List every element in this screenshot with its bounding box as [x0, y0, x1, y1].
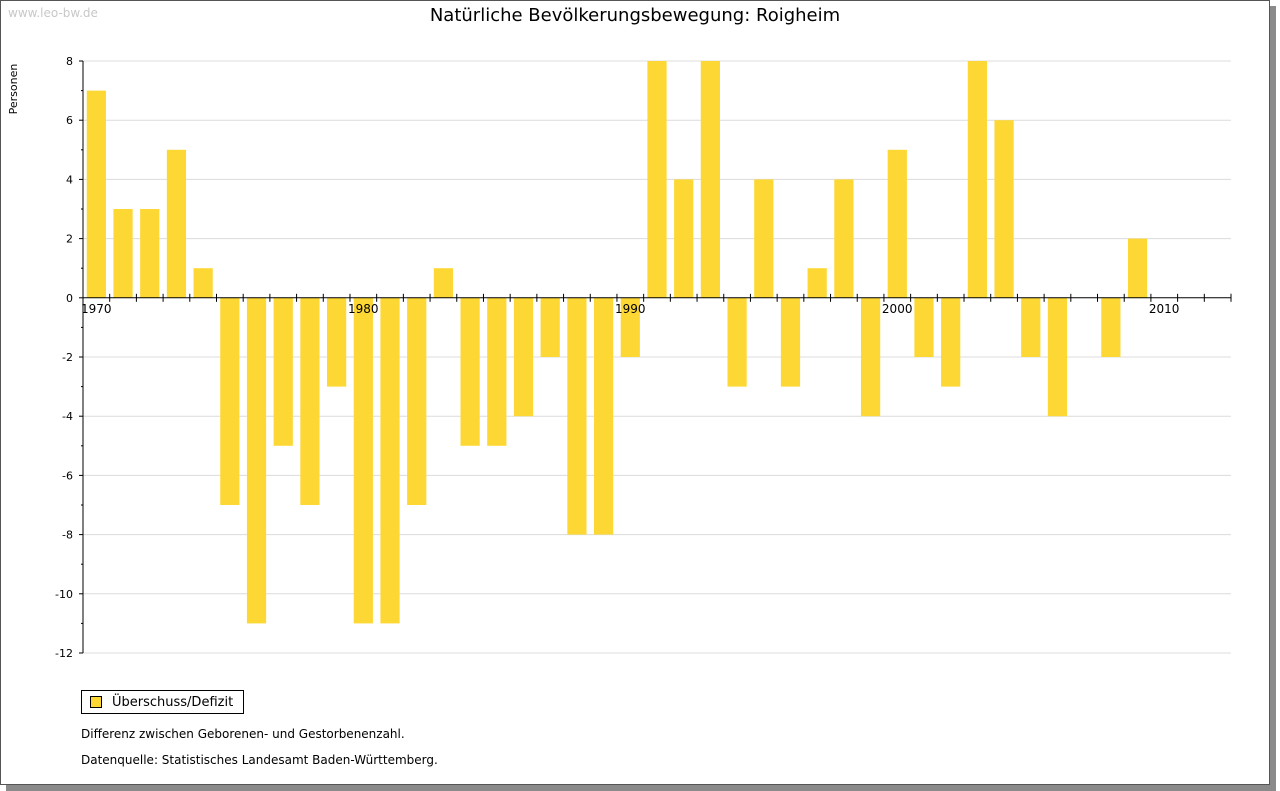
bar-2001 — [914, 297, 934, 357]
bar-1983 — [433, 268, 454, 298]
y-axis-label: Personen — [7, 64, 20, 115]
bar-1986 — [513, 297, 534, 417]
legend-swatch — [90, 696, 102, 708]
chart-title: Natürliche Bevölkerungsbewegung: Roighei… — [429, 5, 841, 26]
bar-1977 — [273, 297, 293, 446]
bar-1992 — [674, 179, 694, 298]
bar-1999 — [860, 297, 881, 417]
bar-1975 — [220, 297, 240, 505]
bar-1973 — [166, 149, 187, 298]
bar-1972 — [140, 209, 160, 298]
watermark: www.leo-bw.de — [8, 6, 98, 20]
bar-1996 — [780, 297, 801, 387]
y-tick-label: 0 — [66, 292, 73, 305]
axes — [79, 60, 1232, 654]
bar-1989 — [593, 297, 614, 535]
bar-1984 — [460, 297, 480, 446]
y-tick-label: -10 — [55, 588, 73, 601]
grid-lines — [83, 60, 1231, 654]
bar-2003 — [967, 61, 987, 298]
bar-1987 — [540, 297, 560, 357]
bar-1998 — [834, 179, 854, 298]
bar-1976 — [246, 297, 267, 624]
bar-2005 — [1021, 297, 1041, 357]
bar-2006 — [1047, 297, 1068, 417]
y-tick-label: -4 — [62, 410, 73, 423]
x-tick-label: 2000 — [882, 302, 913, 316]
bar-1988 — [567, 297, 587, 535]
x-tick-label: 1990 — [615, 302, 646, 316]
bar-2000 — [887, 149, 907, 298]
tick-labels: 8 6 4 2 0 -2 -4 -6 -8 -10 -12 1970 1980 1990 2000 2010 P… — [7, 55, 1179, 660]
y-tick-label: -2 — [62, 351, 73, 364]
bar-2009 — [1127, 238, 1148, 298]
bar-1974 — [193, 268, 213, 298]
bar-1980 — [353, 297, 373, 624]
bar-chart: 8 6 4 2 0 -2 -4 -6 -8 -10 -12 1970 1980 1990 2000 2010 P… — [7, 55, 1232, 660]
y-tick-label: -8 — [62, 529, 73, 542]
legend-label: Überschuss/Defizit — [112, 694, 234, 710]
bar-2008 — [1101, 297, 1121, 357]
bar-1982 — [407, 297, 427, 505]
y-tick-label: 6 — [66, 114, 73, 127]
y-tick-label: 8 — [66, 55, 73, 68]
bar-1978 — [300, 297, 320, 505]
y-tick-label: 4 — [66, 173, 73, 186]
legend: Überschuss/Defizit — [81, 690, 245, 714]
bar-1991 — [647, 61, 667, 298]
chart-description: Differenz zwischen Geborenen- und Gestor… — [81, 727, 405, 741]
bar-1985 — [487, 297, 507, 446]
bars — [86, 61, 1148, 624]
x-tick-label: 1980 — [348, 302, 379, 316]
bar-1970 — [86, 90, 106, 298]
bar-1990 — [620, 297, 640, 357]
x-tick-label: 1970 — [81, 302, 112, 316]
bar-2004 — [994, 120, 1014, 298]
bar-1979 — [327, 297, 347, 387]
data-source: Datenquelle: Statistisches Landesamt Bad… — [81, 753, 438, 767]
bar-1981 — [380, 297, 400, 624]
y-tick-label: -12 — [55, 647, 73, 660]
bar-2002 — [941, 297, 961, 387]
bar-1993 — [700, 61, 720, 298]
bar-1994 — [727, 297, 747, 387]
bar-1997 — [807, 268, 827, 298]
y-tick-label: -6 — [62, 469, 73, 482]
x-tick-label: 2010 — [1149, 302, 1180, 316]
bar-1971 — [113, 209, 133, 298]
bar-1995 — [754, 179, 774, 298]
y-tick-label: 2 — [66, 233, 73, 246]
